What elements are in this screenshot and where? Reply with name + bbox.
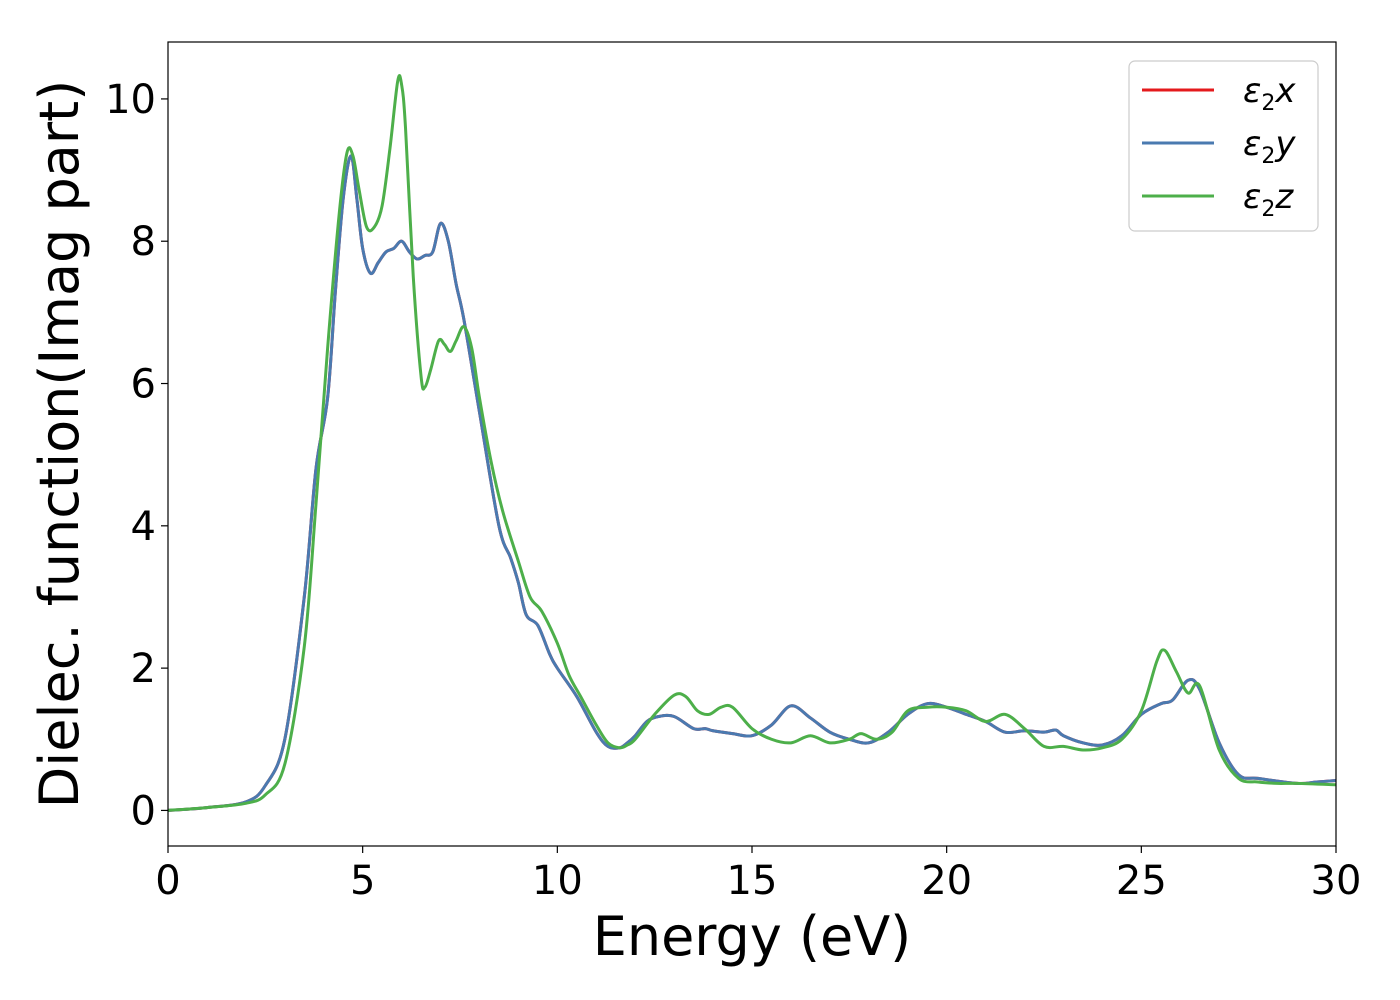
y-axis-ticks: 0 2 4 6 8 10 <box>105 77 168 834</box>
x-tick-label: 15 <box>727 858 778 904</box>
x-tick-label: 25 <box>1116 858 1167 904</box>
plot-area <box>168 74 1336 812</box>
series-line-y <box>168 154 1336 812</box>
y-tick-label: 0 <box>131 788 156 834</box>
x-tick-label: 0 <box>155 858 180 904</box>
y-tick-label: 6 <box>131 362 156 408</box>
x-tick-label: 10 <box>532 858 583 904</box>
y-axis-label: Dielec. function(Imag part) <box>28 80 91 809</box>
x-tick-label: 20 <box>921 858 972 904</box>
y-tick-label: 8 <box>131 219 156 265</box>
x-axis-label: Energy (eV) <box>593 905 912 968</box>
series-layer <box>168 74 1336 812</box>
y-tick-label: 2 <box>131 646 156 692</box>
legend-label-x: ε2x <box>1243 71 1296 116</box>
x-tick-label: 5 <box>350 858 375 904</box>
x-tick-label: 30 <box>1311 858 1362 904</box>
legend: ε2x ε2y ε2z <box>1128 60 1319 232</box>
series-line-z <box>168 74 1336 812</box>
y-tick-label: 10 <box>105 77 156 123</box>
legend-label-z: ε2z <box>1243 177 1294 222</box>
legend-frame <box>1128 60 1319 232</box>
y-tick-label: 4 <box>131 504 156 550</box>
x-axis-ticks: 0 5 10 15 20 25 30 <box>155 846 1361 904</box>
legend-label-y: ε2y <box>1243 124 1296 169</box>
